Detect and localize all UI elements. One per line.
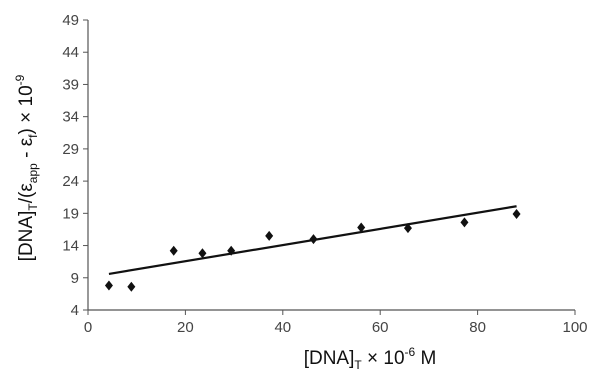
data-point: [169, 245, 178, 256]
data-point: [460, 217, 469, 228]
data-point: [127, 281, 136, 292]
x-tick-label: 60: [372, 319, 389, 336]
x-tick-label: 20: [177, 319, 194, 336]
x-tick-label: 80: [469, 319, 486, 336]
x-tick-label: 0: [84, 319, 92, 336]
y-tick-label: 19: [62, 205, 79, 222]
data-point: [309, 234, 318, 245]
y-tick-label: 9: [71, 270, 79, 287]
y-tick-label: 4: [71, 302, 79, 319]
x-tick-label: 40: [274, 319, 291, 336]
y-tick-label: 14: [62, 238, 79, 255]
data-point: [198, 248, 207, 259]
data-point: [512, 208, 521, 219]
data-point: [403, 223, 412, 234]
y-tick-label: 44: [62, 44, 79, 61]
y-tick-label: 34: [62, 109, 79, 126]
data-point: [227, 245, 236, 256]
axes: [87, 20, 575, 311]
y-tick-label: 29: [62, 141, 79, 158]
data-point: [265, 230, 274, 241]
y-axis-label: [DNA]T/(εapp - εf) × 10-9: [13, 74, 40, 261]
y-tick-label: 49: [62, 12, 79, 29]
y-tick-label: 24: [62, 173, 79, 190]
y-tick-label: 39: [62, 76, 79, 93]
data-points: [104, 208, 521, 292]
x-axis-label: [DNA]T × 10-6 M: [304, 345, 437, 369]
data-point: [104, 280, 113, 291]
data-point: [357, 222, 366, 233]
x-tick-label: 100: [562, 319, 587, 336]
